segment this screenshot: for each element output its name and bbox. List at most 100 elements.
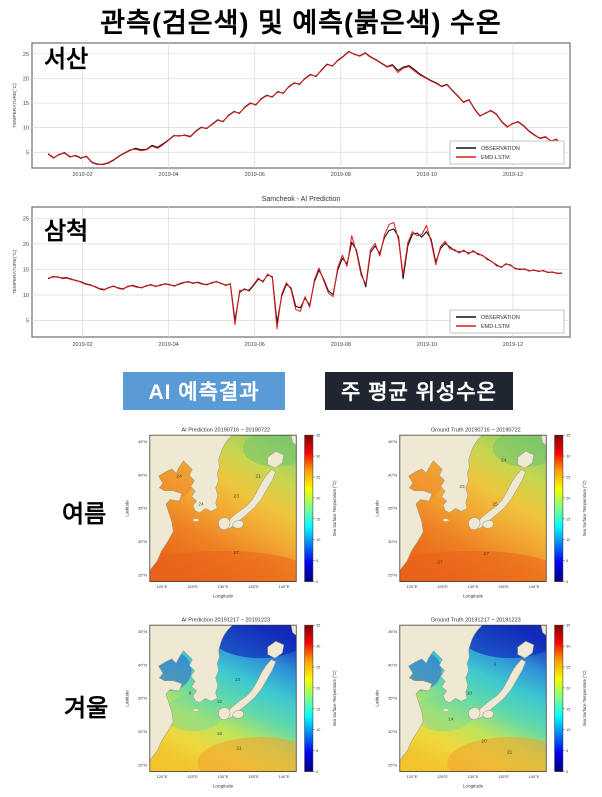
- lon-tick-label: 130°E: [468, 584, 479, 589]
- contour-label: 25: [492, 501, 498, 507]
- header-satellite-sst: 주 평균 위성수온: [325, 372, 513, 410]
- lat-tick-label: 25°N: [388, 572, 397, 577]
- x-tick-label: 2019-10: [417, 172, 437, 178]
- lon-tick-label: 135°E: [248, 584, 259, 589]
- colorbar-label: Sea Surface Temperature (°C): [332, 480, 337, 536]
- y-axis-label: TEMPERATURE(°C): [12, 249, 18, 294]
- sst-map-winter-ai: AI Prediction 20191217 ~ 20191223 8 10 12 18…: [124, 617, 337, 788]
- colorbar-tick-label: 5: [316, 559, 318, 563]
- colorbar-tick-label: 20: [316, 496, 320, 500]
- contour-label: 21: [507, 749, 513, 755]
- y-tick-label: 25: [23, 216, 29, 222]
- y-tick-label: 20: [23, 242, 29, 248]
- colorbar-label: Sea Surface Temperature (°C): [332, 670, 337, 726]
- contour-label: 6: [494, 661, 497, 667]
- lon-tick-label: 130°E: [468, 774, 479, 779]
- x-tick-label: 2019-02: [72, 172, 92, 178]
- contour-label: 21: [256, 474, 262, 480]
- lon-tick-label: 125°E: [187, 774, 198, 779]
- contour-label: 20: [481, 738, 487, 744]
- cool-patch: [164, 694, 224, 732]
- lon-tick-label: 135°E: [498, 774, 509, 779]
- colorbar-tick-label: 15: [566, 517, 570, 521]
- chart-title: Samcheok - AI Prediction: [262, 196, 341, 203]
- x-tick-label: 2019-08: [331, 342, 351, 348]
- x-tick-label: 2019-04: [159, 172, 179, 178]
- legend: [449, 140, 565, 165]
- colorbar-tick-label: 25: [316, 665, 320, 669]
- emd-lstm-line: [47, 51, 563, 166]
- warm-patch: [399, 550, 547, 582]
- legend-label: EMD-LSTM: [481, 324, 510, 330]
- lat-tick-label: 25°N: [388, 762, 397, 767]
- warm-patch: [197, 737, 297, 772]
- lat-tick-label: 30°N: [388, 729, 397, 734]
- row-label-summer: 여름: [62, 501, 107, 528]
- map-plot-area: 8 10 12 18 21: [149, 625, 297, 772]
- colorbar-tick-label: 15: [316, 517, 320, 521]
- colorbar: [554, 624, 564, 772]
- colorbar: [554, 434, 564, 582]
- y-tick-label: 15: [23, 267, 29, 273]
- x-axis-label: Longitude: [213, 783, 234, 788]
- sst-map-summer-ai: AI Prediction 20190716 ~ 20190722 24 21 23 2…: [124, 427, 337, 598]
- map-plot-area: 6 10 14 20 21: [399, 625, 547, 772]
- map-panel-winter-ground-truth: Ground Truth 20191217 ~ 20191223 6 10 14 20 2…: [372, 614, 600, 792]
- map-frame: [399, 624, 547, 772]
- contour-label: 21: [236, 746, 242, 752]
- colorbar-tick-label: 20: [566, 686, 570, 690]
- map-plot-area: 24 21 23 24 27: [149, 435, 297, 582]
- colorbar-tick-label: 25: [566, 475, 570, 479]
- header-ai-result: AI 예측결과: [123, 372, 285, 410]
- lat-tick-label: 40°N: [138, 662, 147, 667]
- x-tick-label: 2019-04: [159, 342, 179, 348]
- colorbar-tick-label: 10: [316, 728, 320, 732]
- contour-label: 12: [217, 699, 223, 705]
- colorbar-tick-label: 0: [566, 770, 568, 774]
- y-axis-label: Latitude: [374, 690, 379, 707]
- y-axis-label: Latitude: [374, 500, 379, 517]
- samcheok-chart-panel: Samcheok - AI Prediction 5 10 15 20 25 2019-02…: [10, 194, 592, 362]
- lat-tick-label: 40°N: [138, 472, 147, 477]
- colorbar-tick-label: 25: [316, 475, 320, 479]
- contour-label: 23: [234, 493, 240, 499]
- colorbar-label: Sea Surface Temperature (°C): [582, 480, 587, 536]
- map-panel-winter-ai-prediction: AI Prediction 20191217 ~ 20191223 8 10 12 18…: [122, 614, 350, 792]
- colorbar-tick-label: 5: [566, 749, 568, 753]
- colorbar-tick-label: 30: [316, 645, 320, 649]
- colorbar-tick-label: 10: [566, 728, 570, 732]
- seosan-chart: 5 10 15 20 25 2019-02 2019-04 2019-06 2019-08 201…: [12, 42, 571, 178]
- lon-tick-label: 120°E: [407, 584, 418, 589]
- station-label-samcheok: 삼척: [44, 218, 89, 245]
- colorbar-tick-label: 5: [316, 749, 318, 753]
- lat-tick-label: 35°N: [138, 506, 147, 511]
- lon-tick-label: 135°E: [248, 774, 259, 779]
- colorbar-tick-label: 10: [566, 538, 570, 542]
- lat-tick-label: 45°N: [388, 629, 397, 634]
- x-tick-label: 2019-02: [72, 342, 92, 348]
- lon-tick-label: 130°E: [218, 584, 229, 589]
- colorbar-tick-label: 30: [316, 455, 320, 459]
- map-frame: [149, 434, 297, 582]
- lat-tick-label: 25°N: [138, 572, 147, 577]
- colorbar-tick-label: 15: [316, 707, 320, 711]
- lon-tick-label: 130°E: [218, 774, 229, 779]
- x-tick-label: 2019-06: [245, 172, 265, 178]
- lat-tick-label: 30°N: [388, 539, 397, 544]
- y-tick-label: 10: [23, 126, 29, 132]
- warm-patch: [149, 550, 297, 582]
- contour-label: 18: [217, 731, 223, 737]
- seosan-chart-panel: 5 10 15 20 25 2019-02 2019-04 2019-06 2019-08 201…: [10, 38, 592, 190]
- sst-map-summer-gt: Ground Truth 20190716 ~ 20190722 24 23 25 27…: [374, 427, 587, 598]
- colorbar-tick-label: 0: [316, 770, 318, 774]
- contour-label: 24: [176, 474, 182, 480]
- lat-tick-label: 30°N: [138, 539, 147, 544]
- contour-label: 24: [198, 501, 204, 507]
- colorbar-tick-label: 35: [566, 434, 570, 438]
- contour-label: 10: [467, 691, 473, 697]
- colorbar-tick-label: 20: [316, 686, 320, 690]
- colorbar-tick-label: 35: [316, 434, 320, 438]
- lat-tick-label: 45°N: [388, 439, 397, 444]
- map-title: AI Prediction 20190716 ~ 20190722: [181, 427, 270, 433]
- colorbar-tick-label: 20: [566, 496, 570, 500]
